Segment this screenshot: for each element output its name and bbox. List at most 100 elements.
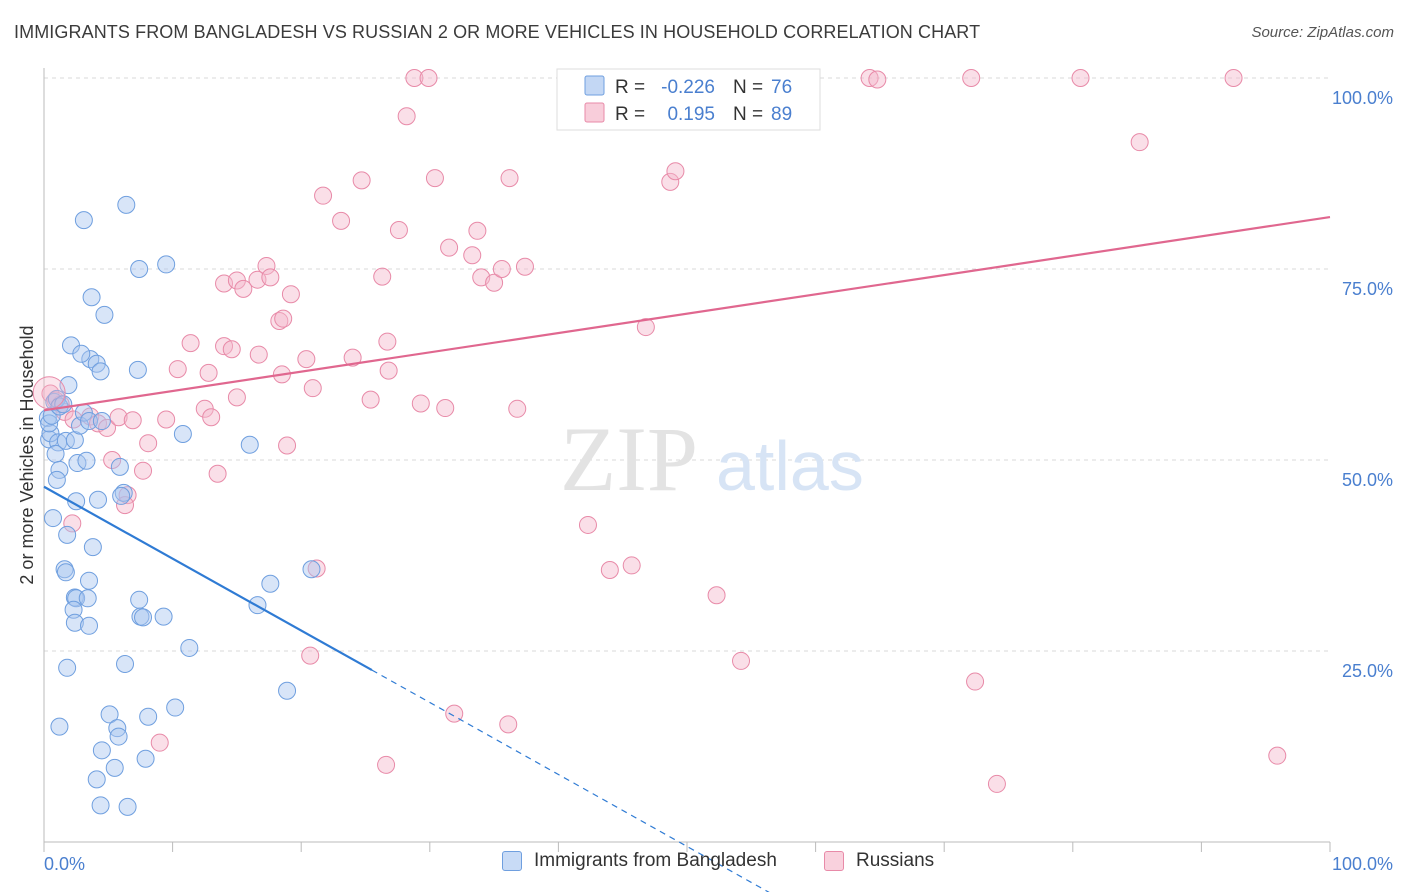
point-russians [123, 411, 142, 430]
point-russians [463, 246, 482, 265]
legend-item-russians[interactable]: Russians [824, 850, 934, 872]
y-tick-label: 25.0% [1342, 661, 1393, 681]
point-russians [227, 388, 246, 407]
point-russians [962, 69, 981, 87]
point-bangladesh [157, 255, 176, 274]
point-russians [234, 279, 253, 298]
point-russians [492, 260, 511, 278]
point-russians [600, 561, 619, 580]
point-bangladesh [91, 796, 110, 815]
point-russians [301, 646, 320, 665]
point-bangladesh [130, 590, 149, 609]
y-tick-label: 75.0% [1342, 279, 1393, 299]
point-bangladesh [128, 360, 147, 379]
point-russians [202, 408, 221, 427]
point-russians [278, 436, 297, 455]
legend-r-value: 0.195 [667, 104, 715, 125]
point-russians [281, 285, 300, 304]
point-bangladesh [87, 770, 106, 789]
point-russians [109, 408, 128, 427]
point-russians [157, 410, 176, 429]
point-bangladesh [55, 560, 74, 579]
point-russians [499, 715, 518, 734]
point-russians [303, 379, 322, 398]
point-russians [361, 390, 380, 409]
point-bangladesh [65, 613, 84, 632]
point-bangladesh [112, 486, 131, 505]
point-bangladesh [134, 608, 153, 627]
point-russians [249, 345, 268, 364]
point-russians [314, 186, 333, 205]
point-bangladesh [166, 698, 185, 717]
legend-n-label: N = [733, 77, 763, 98]
point-bangladesh [50, 717, 69, 736]
x-tick-label: 0.0% [44, 854, 85, 874]
bottom-legend: Immigrants from Bangladesh Russians [0, 850, 1406, 880]
point-bangladesh [81, 350, 100, 369]
point-russians [436, 399, 455, 418]
legend-item-bangladesh[interactable]: Immigrants from Bangladesh [502, 850, 777, 872]
point-russians [411, 394, 430, 413]
point-russians [860, 69, 879, 87]
point-russians [373, 267, 392, 286]
y-tick-label: 50.0% [1342, 470, 1393, 490]
point-bangladesh [77, 451, 96, 470]
point-russians [440, 238, 459, 257]
point-bangladesh [72, 344, 91, 363]
point-russians [274, 309, 293, 328]
point-russians [168, 360, 187, 379]
point-russians [397, 107, 416, 126]
point-bangladesh [91, 362, 110, 381]
point-bangladesh [261, 574, 280, 593]
correlation-legend: R = -0.226 N = 76 R = 0.195 N = 89 [556, 68, 821, 131]
point-russians [868, 70, 887, 89]
legend-n-value: 89 [771, 104, 792, 125]
point-bangladesh [80, 616, 99, 635]
point-russians [1071, 69, 1090, 87]
point-bangladesh [110, 457, 129, 476]
chart-title: IMMIGRANTS FROM BANGLADESH VS RUSSIAN 2 … [14, 22, 981, 42]
point-bangladesh [139, 707, 158, 726]
point-bangladesh [114, 483, 133, 502]
legend-r-label: R = [615, 104, 645, 125]
source-label: Source: ZipAtlas.com [1251, 24, 1394, 41]
point-bangladesh [180, 638, 199, 657]
point-russians [379, 361, 398, 380]
legend-r-value: -0.226 [661, 77, 715, 98]
point-bangladesh [95, 305, 114, 324]
point-bangladesh [64, 600, 83, 619]
point-russians [222, 340, 241, 359]
legend-swatch [584, 102, 605, 123]
point-bangladesh [117, 195, 136, 214]
point-russians [332, 211, 351, 230]
point-russians [732, 651, 751, 670]
trend-line-bangladesh-extension [371, 669, 770, 892]
point-russians [666, 162, 685, 181]
point-russians [208, 464, 227, 483]
y-axis-title: 2 or more Vehicles in Household [17, 325, 37, 584]
point-bangladesh [278, 681, 297, 700]
point-bangladesh [118, 797, 137, 816]
point-russians [307, 559, 326, 578]
legend-r-label: R = [615, 77, 645, 98]
y-tick-label: 100.0% [1332, 88, 1393, 108]
point-russians [425, 169, 444, 188]
point-bangladesh [47, 470, 66, 489]
point-russians [987, 774, 1006, 793]
point-bangladesh [42, 406, 61, 425]
point-bangladesh [56, 431, 75, 450]
point-bangladesh [116, 654, 135, 673]
point-bangladesh [74, 211, 93, 230]
point-russians [343, 348, 362, 367]
point-russians [181, 334, 200, 353]
point-bangladesh [44, 509, 63, 528]
point-russians [485, 273, 504, 292]
point-bangladesh [173, 425, 192, 444]
legend-swatch-blue [502, 851, 522, 871]
legend-swatch-pink [824, 851, 844, 871]
point-russians [622, 556, 641, 575]
point-russians [199, 363, 218, 382]
point-bangladesh [56, 563, 75, 582]
point-russians [966, 672, 985, 691]
